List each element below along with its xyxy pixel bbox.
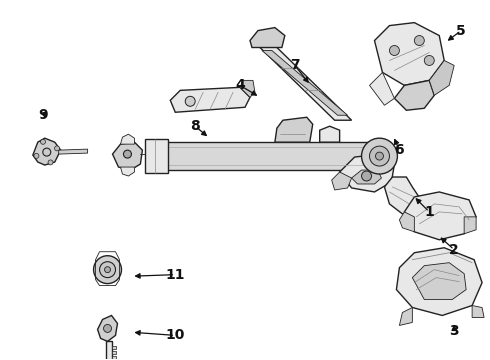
Polygon shape — [399, 307, 413, 325]
Text: 5: 5 — [456, 23, 466, 37]
Text: 9: 9 — [38, 108, 48, 122]
Polygon shape — [399, 212, 415, 232]
Circle shape — [390, 45, 399, 55]
Text: 4: 4 — [235, 78, 245, 93]
Polygon shape — [472, 306, 484, 318]
Polygon shape — [59, 149, 88, 154]
Polygon shape — [262, 50, 347, 115]
Circle shape — [104, 267, 111, 273]
Polygon shape — [113, 142, 143, 170]
Circle shape — [94, 256, 122, 284]
Circle shape — [362, 171, 371, 181]
Circle shape — [34, 153, 39, 158]
Circle shape — [185, 96, 195, 106]
Polygon shape — [413, 263, 466, 300]
Polygon shape — [369, 72, 394, 105]
Text: 3: 3 — [449, 324, 459, 338]
Text: 10: 10 — [166, 328, 185, 342]
Circle shape — [424, 55, 434, 66]
Polygon shape — [340, 154, 394, 192]
Polygon shape — [275, 117, 313, 142]
Polygon shape — [404, 192, 476, 240]
Text: 11: 11 — [166, 267, 185, 282]
Circle shape — [375, 152, 384, 160]
Polygon shape — [394, 80, 434, 110]
Polygon shape — [464, 217, 476, 234]
Text: 6: 6 — [394, 143, 404, 157]
Polygon shape — [429, 60, 454, 95]
Polygon shape — [105, 341, 112, 360]
Polygon shape — [171, 87, 250, 112]
Circle shape — [415, 36, 424, 45]
Circle shape — [48, 160, 53, 165]
Polygon shape — [146, 139, 168, 173]
Text: 1: 1 — [424, 205, 434, 219]
Polygon shape — [240, 80, 255, 97]
Polygon shape — [319, 126, 340, 142]
Polygon shape — [374, 23, 444, 85]
Circle shape — [123, 150, 131, 158]
Polygon shape — [98, 315, 118, 341]
Circle shape — [43, 148, 51, 156]
Polygon shape — [33, 138, 61, 165]
Polygon shape — [352, 170, 382, 184]
Circle shape — [54, 146, 60, 151]
Polygon shape — [332, 172, 352, 190]
Text: 7: 7 — [290, 58, 299, 72]
Circle shape — [369, 146, 390, 166]
Polygon shape — [160, 142, 369, 170]
Polygon shape — [112, 346, 116, 349]
Polygon shape — [112, 351, 116, 354]
Polygon shape — [121, 134, 134, 144]
Circle shape — [41, 139, 46, 144]
Polygon shape — [396, 248, 482, 315]
Text: 8: 8 — [190, 119, 200, 133]
Circle shape — [103, 324, 112, 332]
Circle shape — [99, 262, 116, 278]
Polygon shape — [121, 167, 134, 176]
Polygon shape — [385, 177, 422, 214]
Text: 2: 2 — [449, 243, 459, 257]
Circle shape — [362, 138, 397, 174]
Polygon shape — [250, 28, 285, 48]
Polygon shape — [258, 45, 352, 120]
Polygon shape — [112, 356, 116, 359]
